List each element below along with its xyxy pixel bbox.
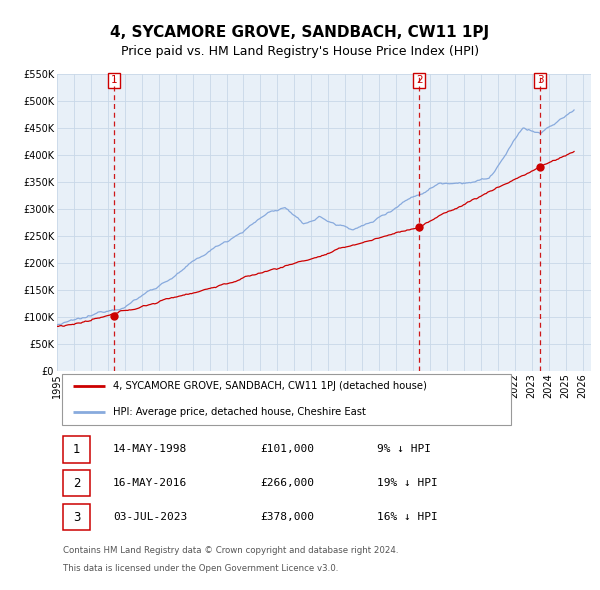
Text: 19% ↓ HPI: 19% ↓ HPI [377,478,438,489]
Text: 4, SYCAMORE GROVE, SANDBACH, CW11 1PJ (detached house): 4, SYCAMORE GROVE, SANDBACH, CW11 1PJ (d… [113,381,427,391]
Text: 03-JUL-2023: 03-JUL-2023 [113,513,187,522]
Text: 16% ↓ HPI: 16% ↓ HPI [377,513,438,522]
Text: £378,000: £378,000 [260,513,314,522]
Text: HPI: Average price, detached house, Cheshire East: HPI: Average price, detached house, Ches… [113,407,366,417]
Text: 4, SYCAMORE GROVE, SANDBACH, CW11 1PJ: 4, SYCAMORE GROVE, SANDBACH, CW11 1PJ [110,25,490,40]
Text: 1: 1 [73,443,80,456]
Text: 9% ↓ HPI: 9% ↓ HPI [377,444,431,454]
Text: £266,000: £266,000 [260,478,314,489]
Text: 2: 2 [416,76,422,85]
Text: 14-MAY-1998: 14-MAY-1998 [113,444,187,454]
Text: 2: 2 [73,477,80,490]
FancyBboxPatch shape [64,437,90,463]
FancyBboxPatch shape [62,374,511,425]
Text: Price paid vs. HM Land Registry's House Price Index (HPI): Price paid vs. HM Land Registry's House … [121,45,479,58]
Text: 3: 3 [537,76,544,85]
FancyBboxPatch shape [64,470,90,497]
Text: 1: 1 [111,76,118,85]
Text: Contains HM Land Registry data © Crown copyright and database right 2024.: Contains HM Land Registry data © Crown c… [64,546,399,555]
FancyBboxPatch shape [64,504,90,530]
Text: 16-MAY-2016: 16-MAY-2016 [113,478,187,489]
Text: This data is licensed under the Open Government Licence v3.0.: This data is licensed under the Open Gov… [64,563,339,573]
Text: £101,000: £101,000 [260,444,314,454]
Text: 3: 3 [73,511,80,524]
